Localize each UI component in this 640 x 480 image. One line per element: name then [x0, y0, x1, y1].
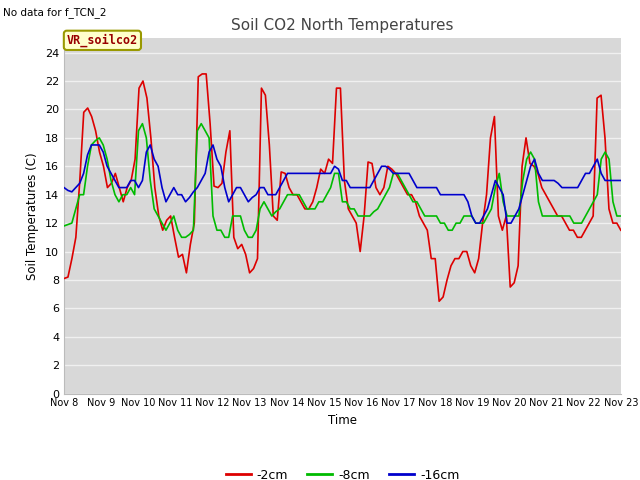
Legend: -2cm, -8cm, -16cm: -2cm, -8cm, -16cm	[221, 464, 464, 480]
Text: VR_soilco2: VR_soilco2	[67, 34, 138, 47]
X-axis label: Time: Time	[328, 414, 357, 427]
Title: Soil CO2 North Temperatures: Soil CO2 North Temperatures	[231, 18, 454, 33]
Text: No data for f_TCN_2: No data for f_TCN_2	[3, 7, 107, 18]
Y-axis label: Soil Temperatures (C): Soil Temperatures (C)	[26, 152, 39, 280]
